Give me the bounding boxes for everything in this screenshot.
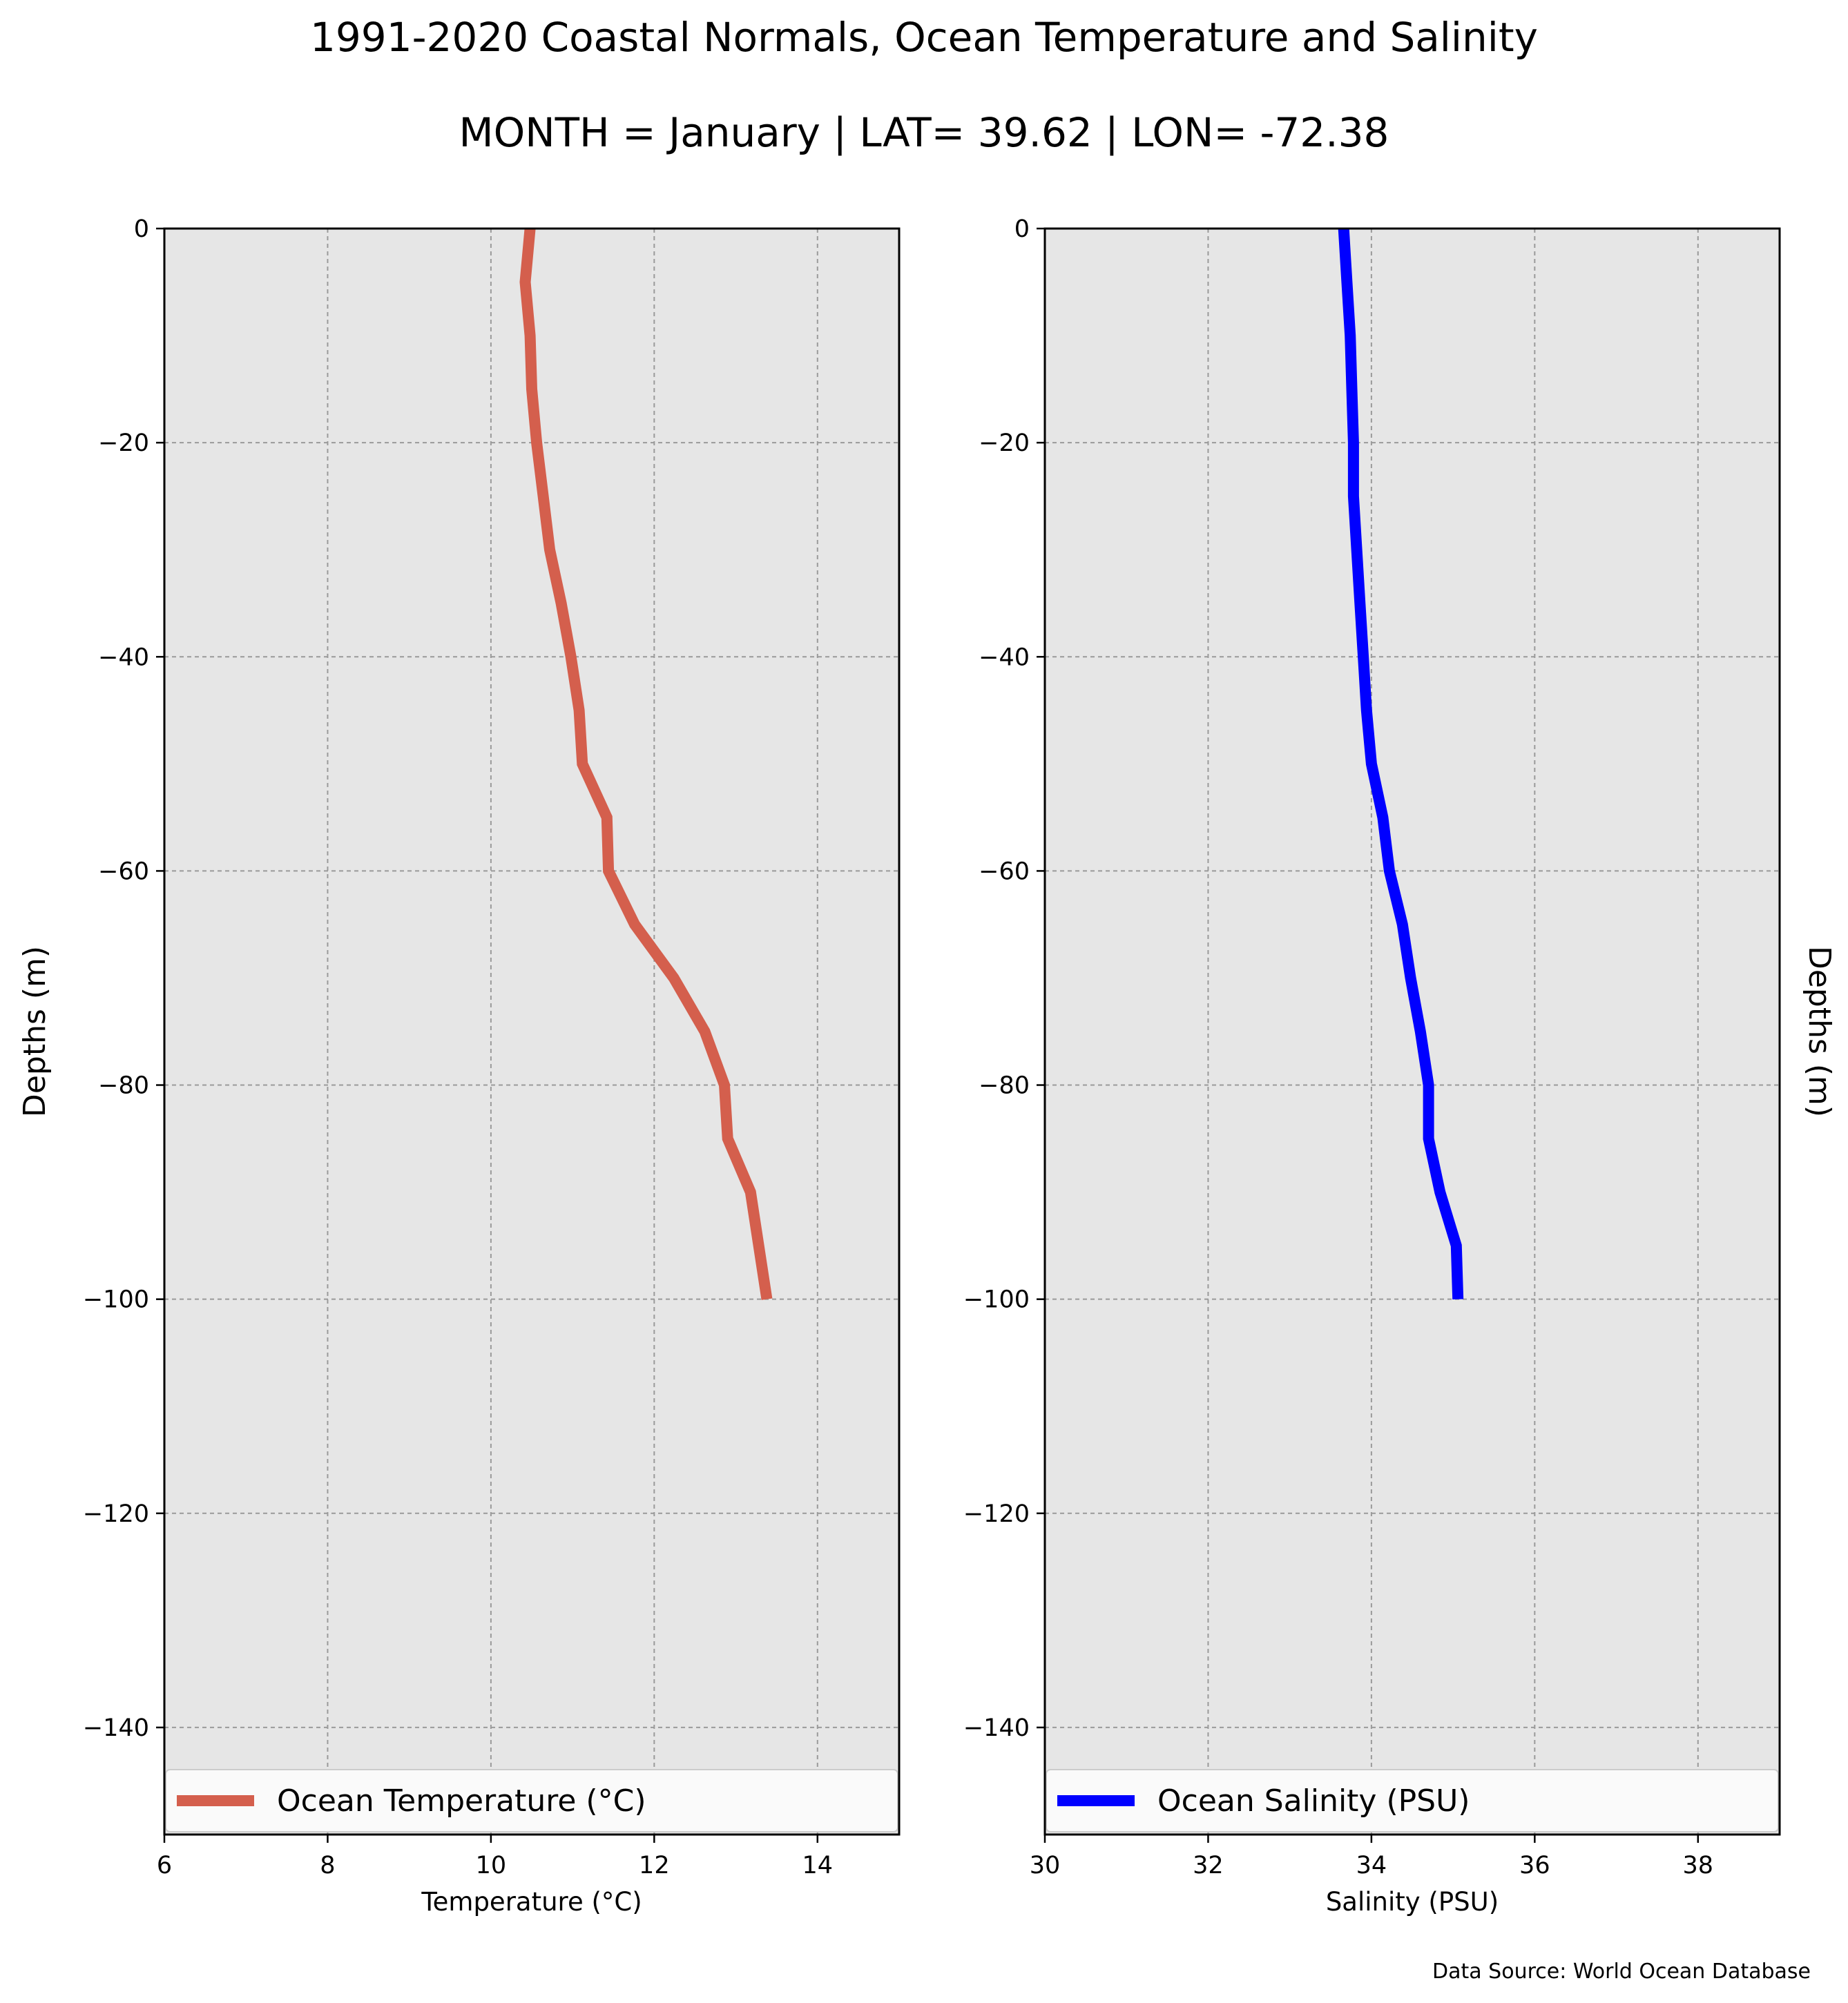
legend-box — [1046, 1769, 1779, 1832]
axes-frame — [163, 227, 901, 1836]
x-tick-label: 32 — [1193, 1852, 1224, 1879]
y-tick-label: −40 — [979, 644, 1030, 671]
y-axis-label: Depths (m) — [17, 946, 52, 1117]
figure-subtitle: MONTH = January | LAT= 39.62 | LON= -72.… — [459, 109, 1389, 156]
y-tick-label: −80 — [98, 1072, 149, 1100]
axes-frame — [1043, 227, 1781, 1836]
chart-panel-temp: Ocean Temperature (°C) 6 8 10 12 14 0 −20 −40 −60… — [17, 215, 901, 1917]
y-tick-label: −80 — [979, 1072, 1030, 1100]
x-tick-label: 14 — [802, 1852, 834, 1879]
x-tick-label: 12 — [639, 1852, 670, 1879]
x-tick-label: 30 — [1030, 1852, 1061, 1879]
y-tick-label: −40 — [98, 644, 149, 671]
legend-box — [165, 1769, 898, 1832]
plot-area-background — [1045, 229, 1780, 1835]
y-tick-label: 0 — [134, 215, 149, 243]
figure-title: 1991-2020 Coastal Normals, Ocean Tempera… — [310, 14, 1538, 61]
x-tick-label: 8 — [320, 1852, 335, 1879]
y-tick-label: −60 — [979, 858, 1030, 885]
plot-area-background — [164, 229, 899, 1835]
x-tick-label: 36 — [1519, 1852, 1550, 1879]
y-tick-label: −140 — [83, 1714, 149, 1742]
y-axis-label: Depths (m) — [1802, 946, 1837, 1117]
series-line-temp — [519, 228, 773, 1300]
y-tick-label: −100 — [83, 1286, 149, 1314]
x-tick-label: 34 — [1356, 1852, 1387, 1879]
x-axis-label: Temperature (°C) — [421, 1887, 642, 1917]
x-axis-label: Salinity (PSU) — [1326, 1887, 1499, 1917]
series-line-sal — [1338, 228, 1464, 1299]
y-tick-label: −20 — [98, 429, 149, 457]
legend-label: Ocean Temperature (°C) — [277, 1783, 646, 1819]
data-source-note: Data Source: World Ocean Database — [1432, 1960, 1811, 1984]
y-tick-label: −100 — [963, 1286, 1030, 1314]
y-tick-label: −140 — [963, 1714, 1030, 1742]
x-tick-label: 10 — [476, 1852, 507, 1879]
chart-panel-sal: Ocean Salinity (PSU) 30 32 34 36 38 0 −20 −40 −60… — [963, 215, 1837, 1917]
legend-label: Ocean Salinity (PSU) — [1157, 1783, 1470, 1819]
y-tick-label: 0 — [1014, 215, 1030, 243]
x-tick-label: 38 — [1683, 1852, 1714, 1879]
y-tick-label: −120 — [963, 1500, 1030, 1528]
y-tick-label: −60 — [98, 858, 149, 885]
y-tick-label: −120 — [83, 1500, 149, 1528]
y-tick-label: −20 — [979, 429, 1030, 457]
x-tick-label: 6 — [157, 1852, 172, 1879]
